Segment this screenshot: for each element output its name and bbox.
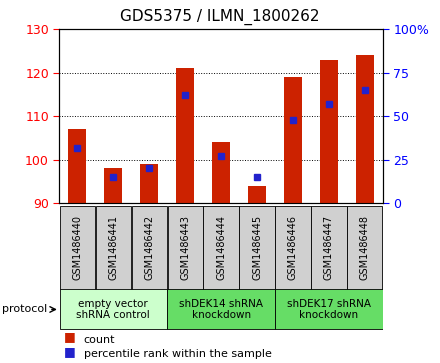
Text: GSM1486442: GSM1486442 xyxy=(144,215,154,280)
Bar xyxy=(95,206,131,290)
Text: GDS5375 / ILMN_1800262: GDS5375 / ILMN_1800262 xyxy=(120,9,320,25)
Text: empty vector
shRNA control: empty vector shRNA control xyxy=(77,299,150,320)
Text: GSM1486447: GSM1486447 xyxy=(324,215,334,280)
Bar xyxy=(140,164,158,203)
Bar xyxy=(168,206,203,290)
Text: GSM1486440: GSM1486440 xyxy=(72,215,82,280)
Text: GSM1486444: GSM1486444 xyxy=(216,215,226,280)
Bar xyxy=(275,206,311,290)
Bar xyxy=(356,55,374,203)
Bar xyxy=(60,206,95,290)
Text: count: count xyxy=(84,335,115,345)
Bar xyxy=(68,129,86,203)
Bar xyxy=(239,206,275,290)
Text: ■: ■ xyxy=(64,330,76,343)
Bar xyxy=(176,68,194,203)
Bar xyxy=(132,206,167,290)
Text: protocol: protocol xyxy=(2,305,48,314)
Bar xyxy=(320,60,338,203)
Bar xyxy=(347,206,382,290)
Text: GSM1486445: GSM1486445 xyxy=(252,215,262,280)
Text: ■: ■ xyxy=(64,344,76,358)
Bar xyxy=(275,289,383,330)
Bar xyxy=(248,186,266,203)
Bar xyxy=(212,142,230,203)
Text: shDEK14 shRNA
knockdown: shDEK14 shRNA knockdown xyxy=(179,299,263,320)
Bar xyxy=(203,206,239,290)
Text: GSM1486443: GSM1486443 xyxy=(180,215,190,280)
Text: GSM1486446: GSM1486446 xyxy=(288,215,298,280)
Bar xyxy=(104,168,122,203)
Bar xyxy=(167,289,275,330)
Text: shDEK17 shRNA
knockdown: shDEK17 shRNA knockdown xyxy=(287,299,371,320)
Text: percentile rank within the sample: percentile rank within the sample xyxy=(84,349,271,359)
Bar xyxy=(284,77,302,203)
Text: GSM1486441: GSM1486441 xyxy=(108,215,118,280)
Bar xyxy=(59,289,167,330)
Bar xyxy=(311,206,347,290)
Text: GSM1486448: GSM1486448 xyxy=(360,215,370,280)
